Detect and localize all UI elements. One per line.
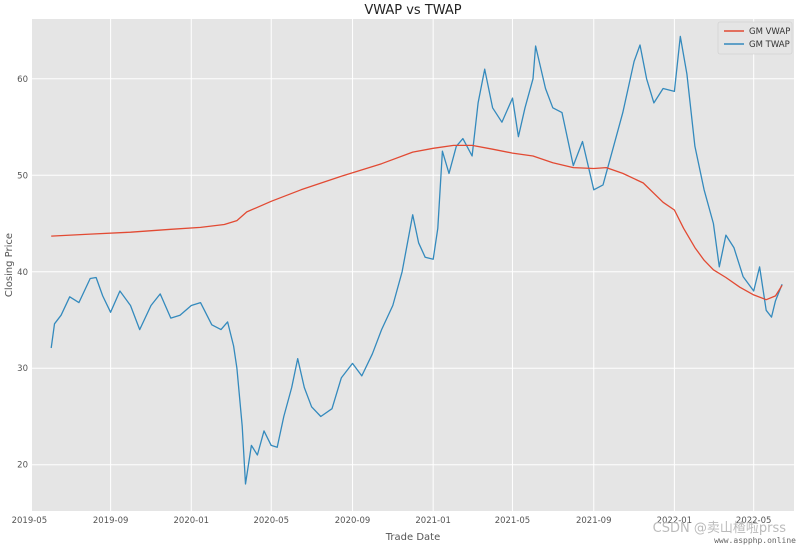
watermark-url: www.aspphp.online: [714, 536, 796, 545]
y-tick-label: 20: [17, 461, 28, 471]
x-tick-label: 2021-01: [415, 516, 451, 526]
y-tick-labels: 20 30 40 50 60: [17, 75, 28, 471]
y-tick-label: 40: [17, 268, 28, 278]
chart-title: VWAP vs TWAP: [364, 3, 461, 18]
x-tick-label: 2020-05: [253, 516, 289, 526]
x-tick-labels: 2019-05 2019-09 2020-01 2020-05 2020-09 2021-…: [12, 516, 772, 526]
x-tick-label: 2019-05: [12, 516, 48, 526]
x-tick-label: 2020-09: [335, 516, 371, 526]
x-axis-label: Trade Date: [385, 532, 440, 543]
x-tick-label: 2019-09: [93, 516, 129, 526]
y-tick-label: 60: [17, 75, 28, 85]
x-tick-label: 2020-01: [174, 516, 210, 526]
x-tick-label: 2022-05: [736, 516, 772, 526]
x-tick-label: 2022-01: [657, 516, 693, 526]
y-axis-label: Closing Price: [4, 233, 15, 297]
watermark: CSDN @卖山楂啦prss: [653, 521, 787, 536]
legend-label-vwap: GM VWAP: [749, 27, 790, 37]
y-tick-label: 30: [17, 364, 28, 374]
series-layer: [50, 35, 783, 485]
plot-background: [32, 19, 794, 511]
series-line-gm-twap: [50, 35, 783, 485]
grid: [28, 19, 794, 511]
series-line-gm-vwap: [51, 144, 783, 301]
legend-label-twap: GM TWAP: [749, 40, 790, 50]
x-tick-label: 2021-05: [495, 516, 531, 526]
y-tick-label: 50: [17, 171, 28, 181]
legend-box: [717, 21, 793, 55]
legend: GM VWAP GM TWAP: [717, 21, 793, 55]
x-tick-label: 2021-09: [576, 516, 612, 526]
